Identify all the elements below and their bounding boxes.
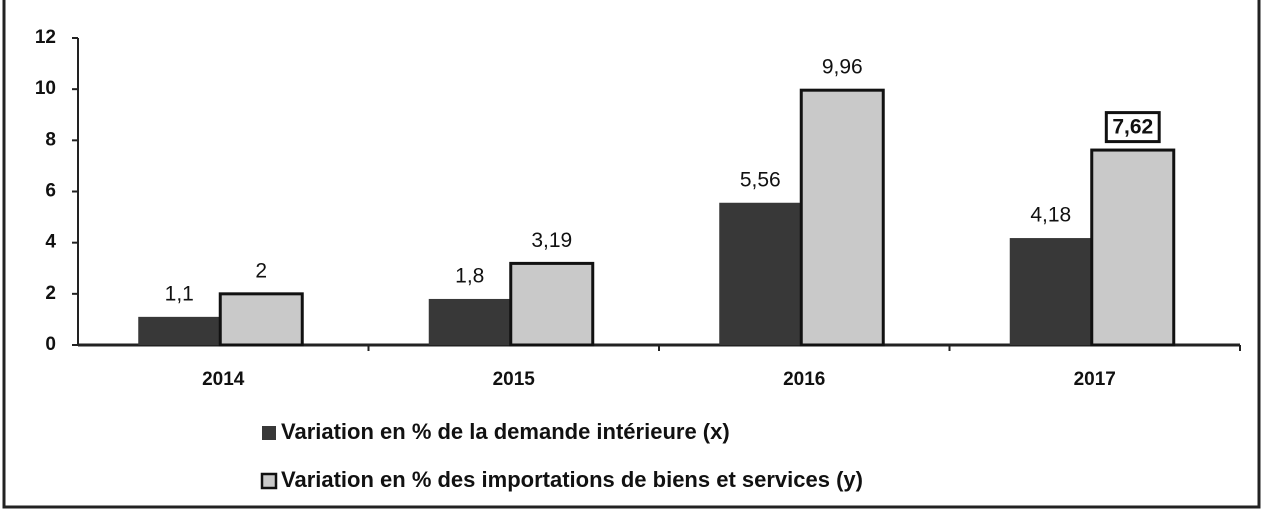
value-label: 9,96 (822, 56, 863, 79)
legend-swatch (260, 472, 278, 490)
legend-swatch (262, 426, 276, 440)
value-label: 5,56 (740, 168, 781, 191)
bar (1009, 238, 1092, 345)
y-tick-label: 6 (45, 181, 56, 202)
y-tick-label: 0 (45, 334, 56, 355)
bar (799, 88, 885, 347)
x-tick-label: 2016 (783, 369, 825, 390)
y-tick-label: 10 (35, 78, 56, 99)
bar (719, 202, 802, 345)
y-tick-label: 8 (45, 129, 56, 150)
value-label: 2 (255, 259, 267, 282)
value-label: 7,62 (1112, 116, 1153, 139)
legend-label: Variation en % de la demande intérieure … (281, 419, 730, 444)
value-label: 1,8 (455, 264, 484, 287)
value-label: 3,19 (531, 229, 572, 252)
x-tick-label: 2015 (493, 369, 536, 390)
value-label: 4,18 (1030, 204, 1071, 227)
x-tick-label: 2017 (1074, 369, 1116, 390)
value-label: 1,1 (165, 282, 194, 305)
bar (138, 316, 221, 345)
y-tick-label: 12 (35, 27, 56, 48)
y-tick-label: 2 (45, 283, 56, 304)
x-tick-label: 2014 (202, 369, 245, 390)
bar (1090, 148, 1176, 347)
label-box (1104, 111, 1161, 144)
legend-label: Variation en % des importations de biens… (281, 467, 863, 492)
bar (509, 261, 595, 347)
bar (428, 298, 511, 345)
bar (218, 292, 304, 347)
y-tick-label: 4 (45, 232, 56, 253)
